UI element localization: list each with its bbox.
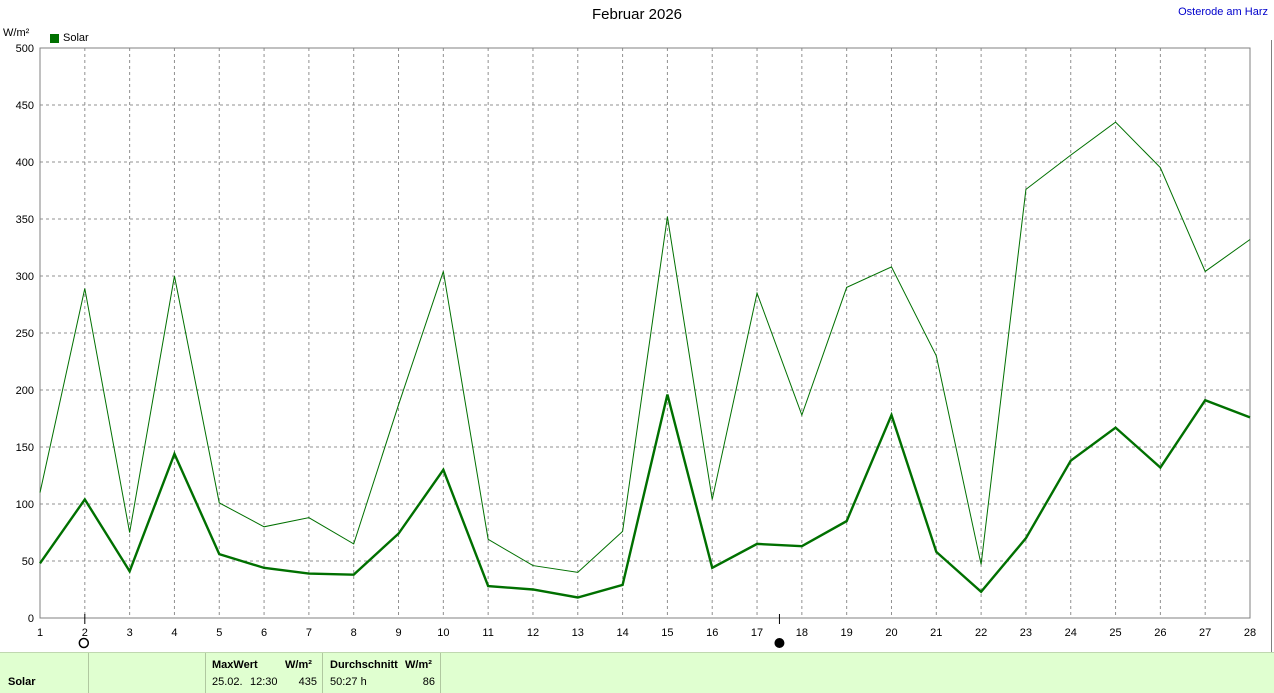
series-group xyxy=(39,121,1251,599)
x-tick-label: 17 xyxy=(751,627,763,639)
x-tick-label: 13 xyxy=(572,627,584,639)
x-tick-label: 26 xyxy=(1154,627,1166,639)
legend: Solar xyxy=(50,32,89,44)
x-tick-label: 3 xyxy=(127,627,133,639)
x-tick-label: 10 xyxy=(437,627,449,639)
max-value: 435 xyxy=(298,676,317,688)
grid xyxy=(40,48,1250,618)
x-tick-label: 15 xyxy=(661,627,673,639)
x-tick-label: 25 xyxy=(1109,627,1121,639)
y-tick-label: 350 xyxy=(16,214,34,226)
legend-label: Solar xyxy=(63,32,89,44)
chart-title: Februar 2026 xyxy=(591,6,683,23)
avg-value: 86 xyxy=(422,676,435,688)
x-tick-label: 19 xyxy=(841,627,853,639)
y-tick-label: 450 xyxy=(16,100,34,112)
x-tick-label: 4 xyxy=(171,627,177,639)
footer-label-cell: Solar xyxy=(0,653,89,693)
x-axis: 1 2 3 4 5 6 7 8 9 10 11 12 13 14 15 16 17 18 19 20 21 22 23 24 2… xyxy=(37,627,1256,639)
max-time: 12:30 xyxy=(250,676,278,688)
max-date: 25.02. xyxy=(212,676,243,688)
x-tick-label: 7 xyxy=(306,627,312,639)
footer-series-label: Solar xyxy=(8,676,36,688)
max-header: MaxWert xyxy=(212,659,258,671)
series-line-average xyxy=(39,394,1251,599)
full-moon-icon xyxy=(774,638,785,648)
y-tick-label: 50 xyxy=(22,556,34,568)
series-line-max xyxy=(39,121,1251,573)
markers-group xyxy=(78,614,785,649)
y-tick-label: 0 xyxy=(28,613,34,625)
footer-max-cell: MaxWert W/m² 25.02. 12:30 435 xyxy=(206,653,323,693)
legend-swatch xyxy=(50,33,59,43)
max-unit: W/m² xyxy=(285,659,312,671)
footer-stats: Solar MaxWert W/m² 25.02. 12:30 435 Durc… xyxy=(0,652,1274,693)
empty-moon-icon xyxy=(78,637,90,649)
y-axis: 0 50 100 150 200 250 300 350 400 450 500 xyxy=(16,43,34,625)
x-tick-label: 22 xyxy=(975,627,987,639)
x-tick-label: 23 xyxy=(1020,627,1032,639)
x-tick-label: 1 xyxy=(37,627,43,639)
y-tick-label: 200 xyxy=(16,385,34,397)
footer-avg-cell: Durchschnitt W/m² 50:27 h 86 xyxy=(323,653,441,693)
x-tick-label: 27 xyxy=(1199,627,1211,639)
x-tick-label: 18 xyxy=(796,627,808,639)
x-tick-label: 28 xyxy=(1244,627,1256,639)
x-tick-label: 9 xyxy=(395,627,401,639)
x-tick-label: 24 xyxy=(1065,627,1077,639)
x-tick-label: 16 xyxy=(706,627,718,639)
x-tick-label: 6 xyxy=(261,627,267,639)
x-tick-label: 14 xyxy=(616,627,628,639)
plot-frame xyxy=(39,47,1251,619)
x-tick-label: 2 xyxy=(82,627,88,639)
x-tick-label: 5 xyxy=(216,627,222,639)
right-divider xyxy=(1271,40,1272,652)
footer-empty-cell xyxy=(89,653,206,693)
location-label[interactable]: Osterode am Harz xyxy=(1178,6,1268,18)
y-unit-label: W/m² xyxy=(3,27,30,39)
avg-duration: 50:27 h xyxy=(330,676,367,688)
avg-unit: W/m² xyxy=(405,659,432,671)
y-tick-label: 150 xyxy=(16,442,34,454)
x-tick-label: 12 xyxy=(527,627,539,639)
y-tick-label: 400 xyxy=(16,157,34,169)
avg-header: Durchschnitt xyxy=(330,659,398,671)
y-tick-label: 300 xyxy=(16,271,34,283)
y-tick-label: 500 xyxy=(16,43,34,55)
x-tick-label: 11 xyxy=(482,627,493,639)
x-tick-label: 8 xyxy=(351,627,357,639)
x-tick-label: 21 xyxy=(930,627,942,639)
y-tick-label: 100 xyxy=(16,499,34,511)
y-tick-label: 250 xyxy=(16,328,34,340)
x-tick-label: 20 xyxy=(885,627,897,639)
